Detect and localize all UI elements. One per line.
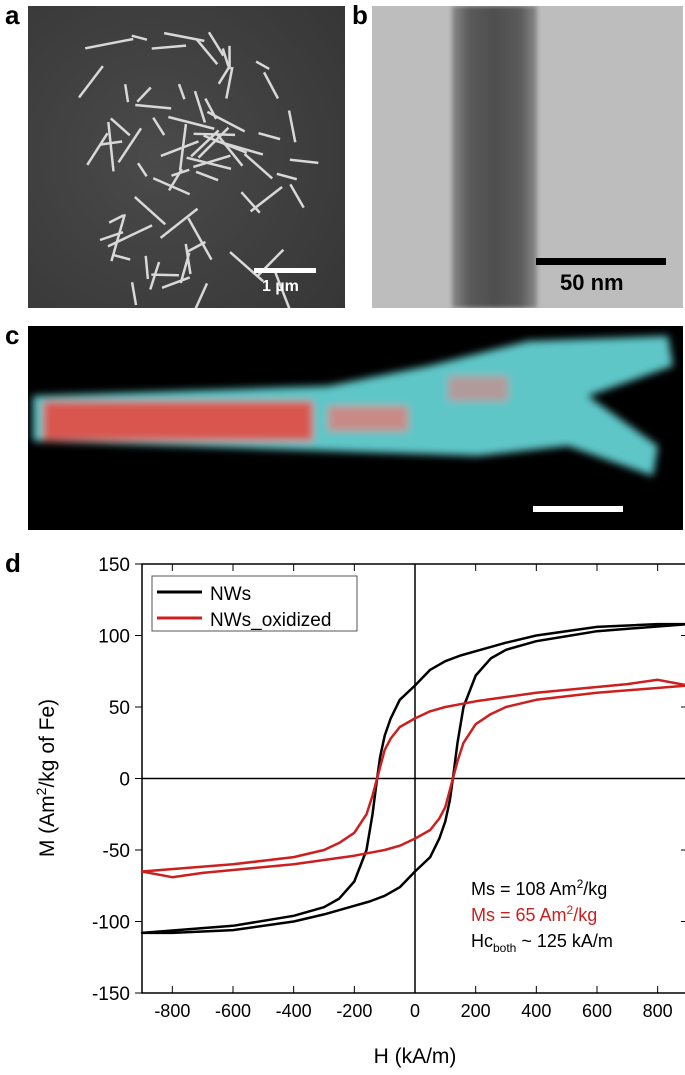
y-tick-label: 50 bbox=[109, 698, 130, 719]
nanowire bbox=[207, 31, 225, 57]
y-axis-label: M (Am2/kg of Fe) bbox=[33, 699, 59, 857]
annotation-ms-nws: Ms = 108 Am2/kg bbox=[471, 877, 607, 899]
x-tick-label: 200 bbox=[461, 1001, 491, 1021]
nanowire bbox=[203, 134, 248, 154]
nanowire bbox=[289, 158, 319, 165]
nanowire bbox=[152, 177, 191, 196]
nanowire bbox=[193, 132, 236, 137]
nanowire bbox=[179, 252, 191, 284]
nanowire bbox=[192, 154, 231, 169]
x-tick-label: 400 bbox=[521, 1001, 551, 1021]
nanowire bbox=[243, 153, 274, 180]
y-tick-label: 150 bbox=[98, 555, 130, 576]
nanowire bbox=[117, 127, 143, 164]
nanowire bbox=[274, 272, 291, 308]
series-line-nws-oxidized bbox=[140, 678, 685, 879]
nanowire bbox=[221, 48, 230, 67]
y-tick-label: 100 bbox=[98, 627, 130, 648]
sem-image-panel: 1 µm bbox=[28, 6, 345, 308]
scale-bar-label: 50 nm bbox=[560, 270, 624, 295]
nanowire bbox=[195, 38, 219, 66]
nanowire bbox=[171, 168, 190, 177]
nanowire bbox=[194, 282, 209, 308]
nanowire bbox=[86, 132, 109, 166]
nanowire bbox=[225, 66, 234, 99]
tem-image-panel: 50 nm bbox=[372, 6, 683, 308]
panel-label-b: b bbox=[352, 0, 368, 30]
nanowire bbox=[255, 60, 270, 71]
y-tick-label: -50 bbox=[103, 841, 130, 862]
nanowire bbox=[197, 126, 230, 159]
nanowire bbox=[217, 65, 231, 85]
nanowire bbox=[152, 117, 166, 136]
nanowire bbox=[130, 282, 138, 306]
nanowire bbox=[177, 83, 186, 100]
legend-label-oxidized: NWs_oxidized bbox=[210, 610, 331, 631]
nanowire bbox=[110, 213, 127, 262]
nanowire bbox=[160, 140, 199, 158]
x-axis-label: H (kA/m) bbox=[374, 1045, 457, 1068]
annotation-ms-oxidized: Ms = 65 Am2/kg bbox=[471, 903, 597, 925]
nanowire bbox=[204, 97, 218, 120]
nanowire bbox=[258, 131, 281, 141]
x-tick-label: 0 bbox=[410, 1001, 420, 1021]
nanowire bbox=[163, 31, 205, 43]
eds-map-panel bbox=[28, 326, 683, 530]
panel-label-d: d bbox=[5, 548, 21, 578]
x-tick-label: -200 bbox=[336, 1001, 372, 1021]
series-line-nws bbox=[140, 622, 685, 935]
y-tick-label: -100 bbox=[92, 913, 130, 934]
nanowire-sticks bbox=[78, 31, 319, 308]
nanowire bbox=[109, 117, 131, 137]
panel-label-a: a bbox=[5, 0, 20, 30]
nanowire bbox=[107, 121, 115, 172]
legend-label-nws: NWs bbox=[210, 584, 251, 605]
x-tick-label: -600 bbox=[215, 1001, 251, 1021]
nanowire bbox=[78, 65, 104, 99]
nanowire bbox=[214, 132, 244, 167]
nanowire bbox=[131, 34, 148, 41]
legend: NWs NWs_oxidized bbox=[151, 575, 358, 632]
nanowire bbox=[289, 183, 305, 209]
x-tick-label: -400 bbox=[276, 1001, 312, 1021]
nanowire bbox=[262, 71, 280, 100]
nanowire bbox=[249, 186, 283, 213]
x-tick-label: 800 bbox=[643, 1001, 673, 1021]
nanowire bbox=[187, 217, 213, 261]
nanowire bbox=[229, 251, 264, 283]
nanowire bbox=[159, 207, 199, 239]
scale-bar bbox=[536, 258, 666, 265]
nanowire bbox=[452, 6, 537, 308]
nanowire bbox=[168, 115, 215, 130]
nanowire bbox=[136, 162, 148, 178]
x-tick-label: 600 bbox=[582, 1001, 612, 1021]
y-tick-label: -150 bbox=[92, 984, 130, 1005]
nanowire bbox=[113, 253, 131, 261]
nanowire bbox=[133, 196, 167, 226]
nanowire bbox=[84, 37, 134, 50]
y-tick-label: 0 bbox=[119, 770, 130, 791]
plot-frame bbox=[141, 563, 685, 994]
scale-bar bbox=[254, 268, 316, 273]
nanowire bbox=[151, 44, 187, 50]
annotation-coercivity: Hcboth ~ 125 kA/m bbox=[471, 931, 613, 955]
elemental-map bbox=[33, 336, 673, 476]
nanowire bbox=[276, 172, 298, 181]
nanowire bbox=[240, 191, 261, 214]
panel-label-c: c bbox=[5, 320, 20, 350]
nanowire bbox=[135, 103, 172, 110]
nanowire bbox=[136, 86, 152, 103]
nanowire bbox=[149, 261, 161, 290]
nanowire bbox=[107, 224, 153, 248]
nanowire bbox=[144, 255, 150, 280]
nanowire bbox=[123, 84, 130, 103]
nanowire bbox=[193, 90, 207, 123]
nanowire bbox=[195, 170, 219, 182]
nanowire bbox=[161, 276, 191, 289]
x-tick-label: -800 bbox=[154, 1001, 190, 1021]
nanowire bbox=[287, 110, 297, 143]
scale-bar bbox=[533, 506, 623, 512]
scale-bar-label: 1 µm bbox=[262, 278, 299, 295]
nanowire bbox=[108, 214, 125, 224]
